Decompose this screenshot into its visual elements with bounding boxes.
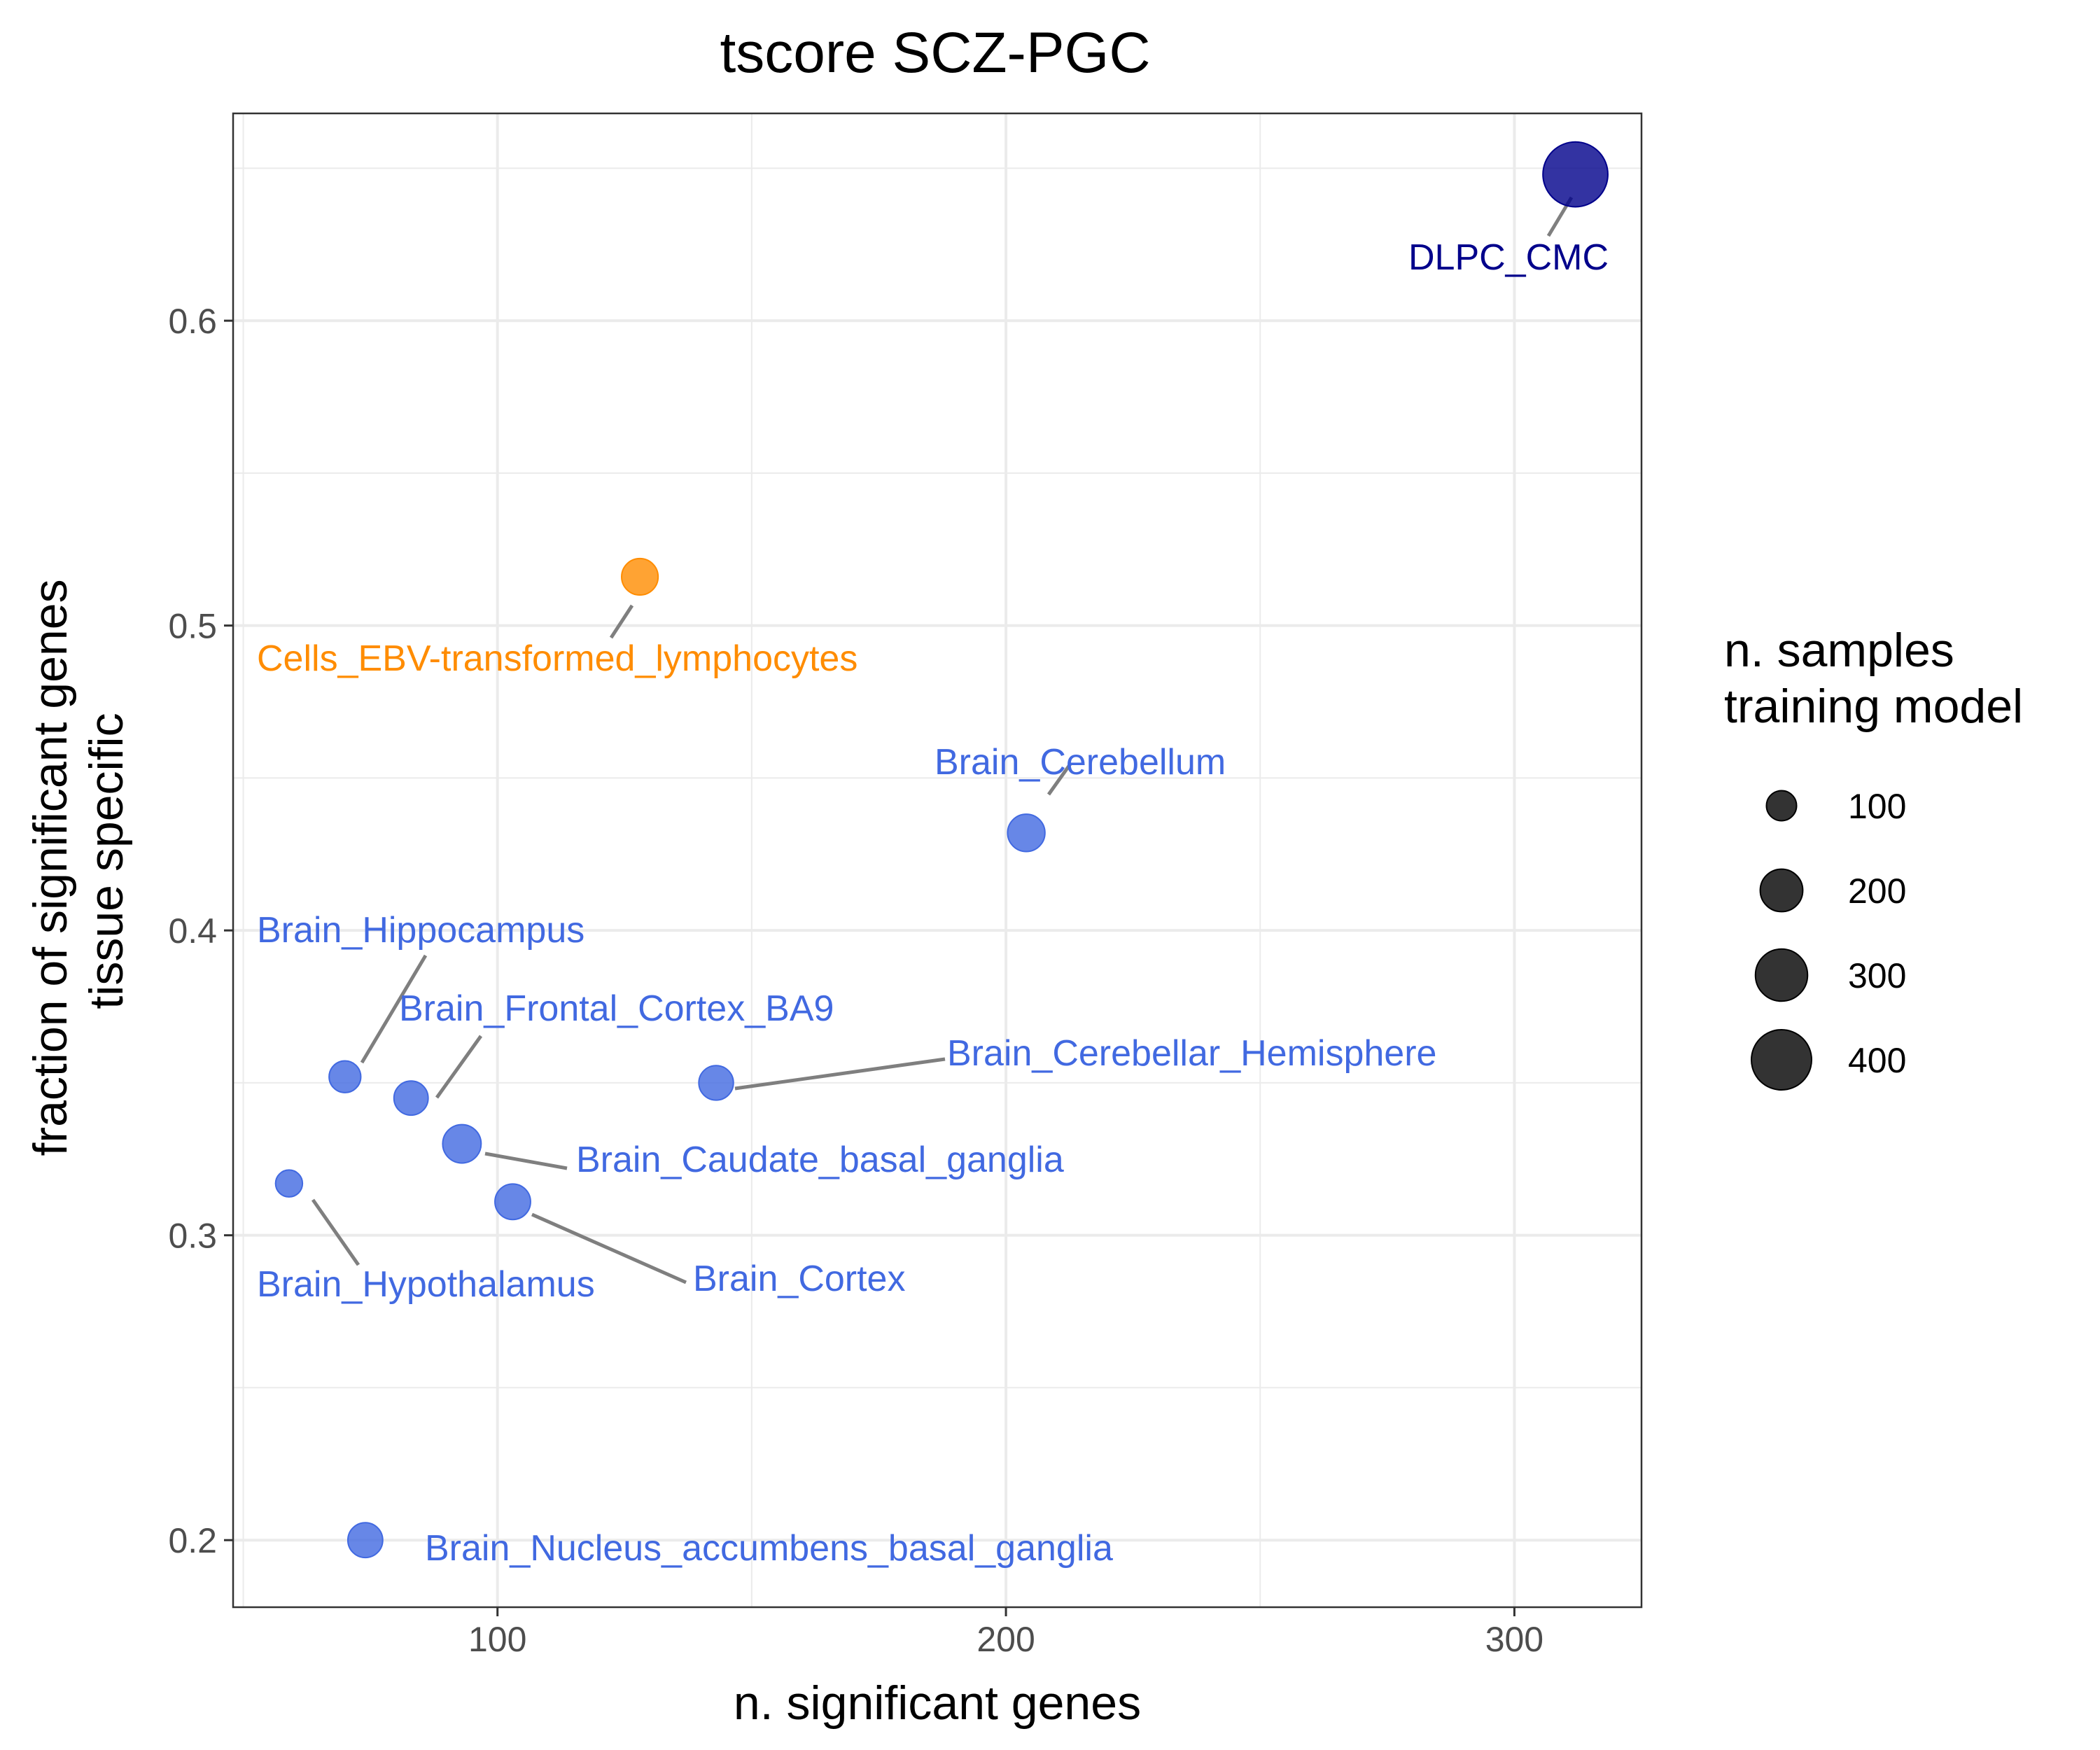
point-brain-nucleus-accumbens-basal-ganglia: [346, 1522, 384, 1559]
label-cells-ebv-transformed-lymphocytes: Cells_EBV-transformed_lymphocytes: [257, 638, 858, 679]
grid: [233, 113, 1642, 1607]
leader-line-brain-frontal-cortex-ba9: [435, 1035, 483, 1099]
data-points: [274, 141, 1609, 1559]
point-brain-frontal-cortex-ba9: [393, 1080, 429, 1116]
size-legend: n. samples training model 100 200 300 400: [1724, 624, 2023, 1091]
label-brain-nucleus-accumbens-basal-ganglia: Brain_Nucleus_accumbens_basal_ganglia: [425, 1528, 1113, 1569]
chart-title: tscore SCZ-PGC: [720, 21, 1150, 85]
point-labels: DLPC_CMC Cells_EBV-transformed_lymphocyte…: [257, 237, 1609, 1569]
label-brain-hypothalamus: Brain_Hypothalamus: [257, 1264, 595, 1305]
point-dlpc-cmc: [1542, 141, 1609, 208]
point-brain-cerebellar-hemisphere: [698, 1065, 734, 1101]
label-brain-hippocampus: Brain_Hippocampus: [257, 910, 584, 951]
axes: 100 200 300 0.2 0.3 0.4 0.5 0.6: [168, 302, 1544, 1659]
y-axis-title-line-1: fraction of significant genes: [24, 579, 77, 1156]
legend-label-300: 300: [1848, 956, 1906, 995]
label-brain-caudate-basal-ganglia: Brain_Caudate_basal_ganglia: [576, 1140, 1064, 1180]
y-tick-label: 0.5: [168, 607, 217, 646]
y-tick-label: 0.2: [168, 1521, 217, 1560]
plot-panel-border: [232, 112, 1643, 1609]
point-brain-caudate-basal-ganglia: [442, 1124, 482, 1164]
leader-line-brain-cerebellum: [1046, 762, 1073, 796]
y-axis-title: fraction of significant genes tissue spe…: [24, 566, 133, 1156]
legend-label-100: 100: [1848, 787, 1906, 826]
legend-title-line-1: n. samples: [1724, 624, 1954, 677]
x-tick-label: 100: [468, 1620, 526, 1659]
point-brain-hypothalamus: [274, 1169, 304, 1198]
leader-line-brain-cortex: [531, 1212, 687, 1284]
y-tick-label: 0.3: [168, 1217, 217, 1256]
leader-line-brain-cerebellar-hemisphere: [734, 1057, 946, 1091]
legend-key-100: [1765, 790, 1798, 822]
legend-keys: 100 200 300 400: [1751, 787, 1906, 1091]
x-tick-label: 300: [1485, 1620, 1544, 1659]
point-brain-cortex: [494, 1183, 531, 1221]
point-brain-cerebellum: [1007, 813, 1046, 853]
legend-key-200: [1759, 868, 1804, 913]
plot-background: [233, 113, 1642, 1607]
label-brain-cerebellum: Brain_Cerebellum: [934, 742, 1226, 783]
leader-line-brain-caudate-basal-ganglia: [484, 1152, 568, 1170]
leader-line-cells-ebv-transformed-lymphocytes: [609, 604, 634, 639]
label-leader-lines: [311, 196, 1574, 1284]
point-brain-hippocampus: [328, 1060, 362, 1093]
legend-label-200: 200: [1848, 872, 1906, 911]
label-dlpc-cmc: DLPC_CMC: [1408, 237, 1609, 278]
label-brain-frontal-cortex-ba9: Brain_Frontal_Cortex_BA9: [399, 988, 834, 1029]
legend-key-400: [1751, 1029, 1812, 1091]
y-tick-label: 0.4: [168, 911, 217, 951]
legend-title: n. samples training model: [1724, 624, 2023, 733]
leader-line-brain-hypothalamus: [311, 1198, 360, 1266]
y-tick-label: 0.6: [168, 302, 217, 341]
point-cells-ebv-transformed-lymphocytes: [621, 557, 659, 596]
y-axis-title-line-2: tissue specific: [80, 713, 133, 1009]
label-brain-cortex: Brain_Cortex: [693, 1259, 905, 1299]
legend-title-line-2: training model: [1724, 680, 2023, 733]
x-axis-title: n. significant genes: [734, 1676, 1141, 1730]
label-brain-cerebellar-hemisphere: Brain_Cerebellar_Hemisphere: [947, 1033, 1436, 1074]
legend-key-300: [1754, 948, 1809, 1002]
x-tick-label: 200: [976, 1620, 1035, 1659]
leader-line-brain-hippocampus: [360, 954, 428, 1064]
legend-label-400: 400: [1848, 1041, 1906, 1080]
